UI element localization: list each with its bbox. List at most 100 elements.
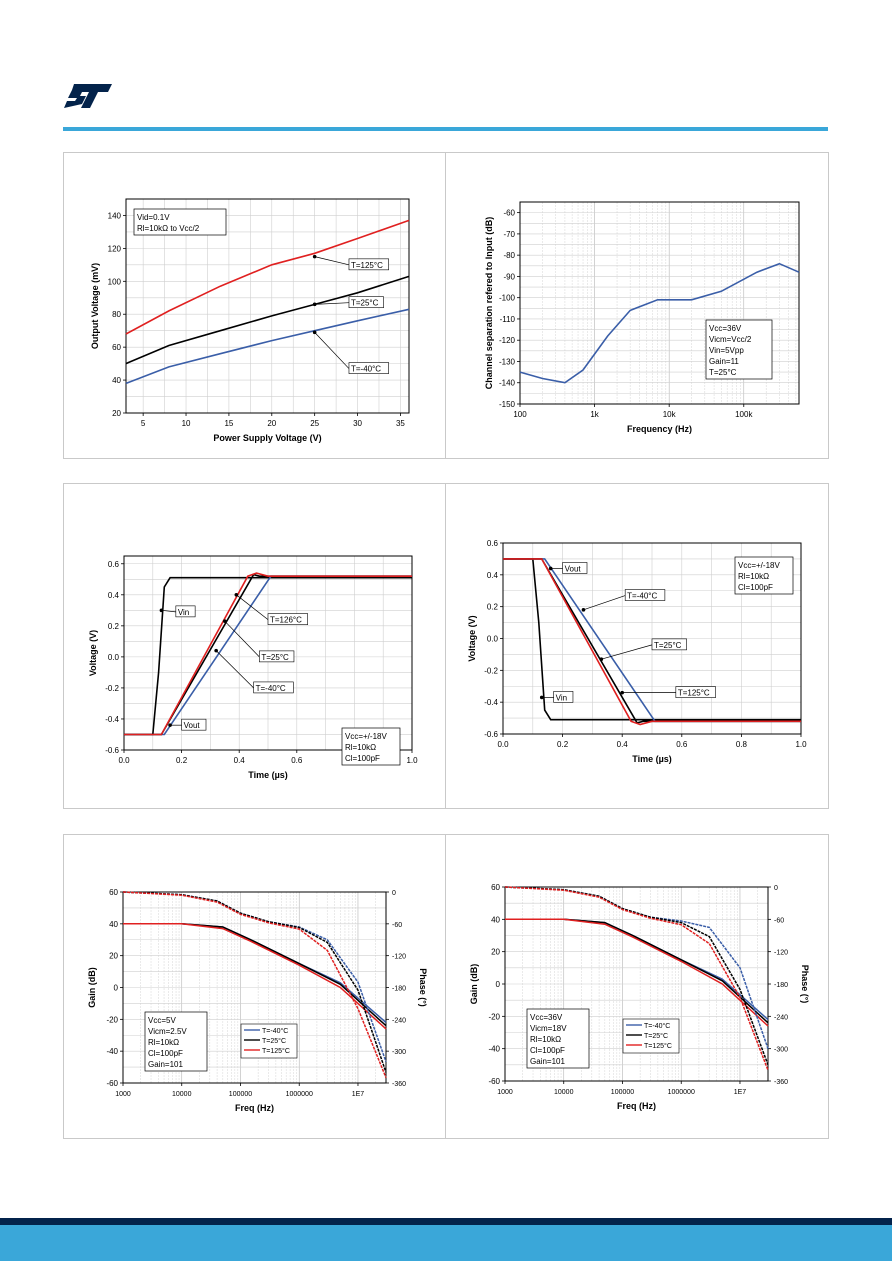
x-tick-label: 0.8 [736,740,748,749]
x-tick-label: 0.2 [557,740,569,749]
y-tick-label: -110 [500,315,516,324]
callout-label: T=-40°C [627,592,657,601]
y-tick-label: -100 [499,294,516,303]
conditions-line: Rl=10kΩ [738,572,769,581]
y-tick-label: -0.6 [105,746,119,755]
conditions-line: T=25°C [709,368,737,377]
y2-tick-label: -360 [392,1081,406,1088]
x-tick-label: 100k [735,410,753,419]
x-tick-label: 1k [590,410,599,419]
y2-tick-label: -240 [774,1014,788,1021]
conditions-line: Cl=100pF [148,1049,183,1058]
y-tick-label: 60 [109,888,118,897]
y-tick-label: 0.4 [108,591,120,600]
conditions-line: Vin=5Vpp [709,346,744,355]
conditions-line: Vicm=18V [530,1024,567,1033]
callout-dot [620,690,624,695]
callout-box [348,258,389,271]
callout-dot [168,723,172,727]
callout-line [314,256,350,266]
y-tick-label: -80 [503,251,515,260]
y2-tick-label: -180 [774,982,788,989]
conditions-box [734,556,794,595]
callout-dot [223,619,227,623]
y-tick-label: 0 [496,980,501,989]
header-rule [63,127,828,131]
conditions-line: Rl=10kΩ [530,1035,561,1044]
y-tick-label: -0.6 [484,730,498,739]
y-tick-label: -20 [488,1012,500,1021]
callout-line [314,332,350,369]
y-tick-label: 0.4 [487,571,499,580]
y-tick-label: 20 [491,948,500,957]
phase-series-t-125-c [122,891,387,1078]
callout-label: T=-40°C [351,365,381,374]
y-tick-label: 40 [112,376,121,385]
y-tick-label: -0.2 [105,684,119,693]
plot-frame [519,201,800,405]
callout-box [253,681,294,694]
chart-bode-5v: 1000 10000 100000 1000000 1E7 -60 -40 -20 0 20 40 6… [87,888,428,1113]
callout-label: Vout [184,721,201,730]
x-axis-label: Time (µs) [632,754,672,764]
callout-box [175,605,196,618]
conditions-line: Rl=10kΩ to Vcc/2 [137,224,200,233]
callout-box [259,650,295,663]
callout-label: Vin [178,608,189,617]
y-tick-label: 40 [109,920,118,929]
conditions-line: Vcc=36V [709,324,742,333]
x-tick-label: 0.6 [676,740,688,749]
callout-box [675,686,716,698]
legend-label: T=25°C [644,1032,668,1040]
x-axis-label: Frequency (Hz) [627,424,692,434]
callout-dot [539,695,544,700]
y-tick-label: 0 [114,984,119,993]
callout-line [224,620,260,658]
y2-tick-label: -360 [774,1079,788,1086]
x-tick-label: 0.2 [176,756,188,765]
series-t-40-c [125,308,410,385]
y-tick-label: 100 [108,277,122,286]
y-tick-label: 20 [112,409,121,418]
conditions-line: Rl=10kΩ [148,1038,179,1047]
callout-dot [548,566,553,571]
legend-label: T=-40°C [262,1027,288,1035]
y-tick-label: 20 [109,952,118,961]
x-tick-label: 1000000 [286,1091,313,1098]
callout-line [161,609,176,613]
y2-tick-label: -120 [774,950,788,957]
callout-label: Vin [556,693,567,702]
chart-rising-edge: 0.00.20.40.60.81.0-0.6-0.4-0.20.00.20.40… [88,555,418,780]
callout-line [236,594,269,620]
callout-dot [234,593,239,597]
chart-bode-36v: 1000 10000 100000 1000000 1E7 -60 -40 -20 0 20 40 6… [469,883,810,1111]
gain-series-t-40-c [505,918,769,1021]
x-tick-label: 1E7 [352,1091,365,1098]
x-tick-label: 0.0 [497,740,509,749]
x-tick-label: 0.4 [617,740,629,749]
y-tick-label: 80 [112,310,121,319]
chart-panel-bode-5v: 1000 10000 100000 1000000 1E7 -60 -40 -20 0 20 40 6… [63,834,447,1139]
x-tick-label: 100 [513,410,527,419]
gain-series-t-125-c [123,923,387,1030]
x-tick-label: 0.4 [234,756,246,765]
y2-axis-label: Phase (°) [800,965,810,1004]
y-axis-label: Output Voltage (mV) [90,263,100,349]
y-axis-label: Gain (dB) [469,964,479,1005]
series-t-25-c [125,275,410,365]
x-tick-label: 10 [182,419,191,428]
callout-dot [312,330,317,335]
st-logo [60,82,116,115]
conditions-line: Vcc=36V [530,1013,563,1022]
conditions-line: Vicm=Vcc/2 [709,335,752,344]
x-tick-label: 10k [663,410,677,419]
callout-box [181,718,207,731]
y2-tick-label: -240 [392,1017,406,1024]
callout-dot [599,657,604,661]
y2-tick-label: -300 [774,1047,788,1054]
callout-line [215,650,254,689]
chart-panel-falling-edge: 0.0 0.2 0.4 0.6 0.8 1.0 -0.6 -0.4 -0.2 0.0 0.2 0.4 0… [445,483,829,809]
y-tick-label: 0.2 [108,622,120,631]
legend-label: T=125°C [644,1042,672,1050]
y-tick-label: -0.4 [105,715,119,724]
